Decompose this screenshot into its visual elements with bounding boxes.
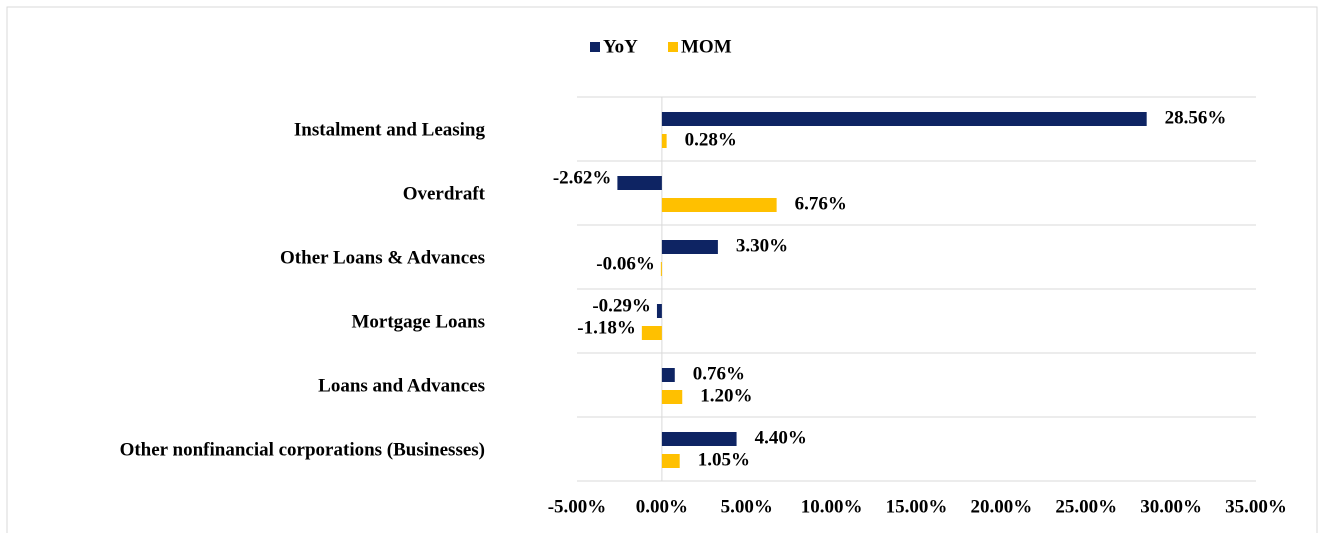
bar — [661, 390, 683, 404]
category-label: Other nonfinancial corporations (Busines… — [120, 439, 485, 460]
x-tick-label: -5.00% — [548, 496, 607, 517]
data-label: -0.06% — [596, 253, 655, 274]
x-tick-label: 20.00% — [971, 496, 1033, 517]
data-label: 28.56% — [1165, 107, 1227, 128]
category-label: Overdraft — [403, 183, 486, 204]
data-label: 3.30% — [736, 235, 788, 256]
bar — [660, 262, 662, 276]
x-tick-label: 25.00% — [1055, 496, 1117, 517]
x-tick-label: 35.00% — [1225, 496, 1287, 517]
data-label: 0.76% — [693, 363, 745, 384]
category-label: Other Loans & Advances — [280, 247, 485, 268]
category-label: Mortgage Loans — [351, 311, 485, 332]
bar — [656, 304, 662, 318]
x-tick-label: 10.00% — [801, 496, 863, 517]
data-label: 6.76% — [795, 193, 847, 214]
bar — [617, 176, 662, 190]
x-tick-label: 30.00% — [1140, 496, 1202, 517]
data-label: -2.62% — [553, 167, 612, 188]
bar — [661, 112, 1147, 126]
x-tick-label: 15.00% — [886, 496, 948, 517]
x-tick-label: 0.00% — [636, 496, 688, 517]
x-tick-label: 5.00% — [721, 496, 773, 517]
data-label: 4.40% — [755, 427, 807, 448]
legend-label: YoY — [603, 36, 638, 57]
bar — [661, 240, 718, 254]
category-label: Instalment and Leasing — [294, 119, 486, 140]
legend-label: MOM — [681, 36, 732, 57]
bar — [641, 326, 662, 340]
bar — [661, 454, 680, 468]
data-label: -0.29% — [592, 295, 651, 316]
bar — [661, 134, 667, 148]
data-label: -1.18% — [577, 317, 636, 338]
bar — [661, 198, 777, 212]
data-label: 1.05% — [698, 449, 750, 470]
chart-frame — [6, 6, 1318, 533]
legend-swatch — [590, 42, 600, 52]
data-label: 0.28% — [685, 129, 737, 150]
legend-swatch — [668, 42, 678, 52]
bar — [661, 432, 737, 446]
category-label: Loans and Advances — [318, 375, 485, 396]
bar — [661, 368, 675, 382]
data-label: 1.20% — [700, 385, 752, 406]
